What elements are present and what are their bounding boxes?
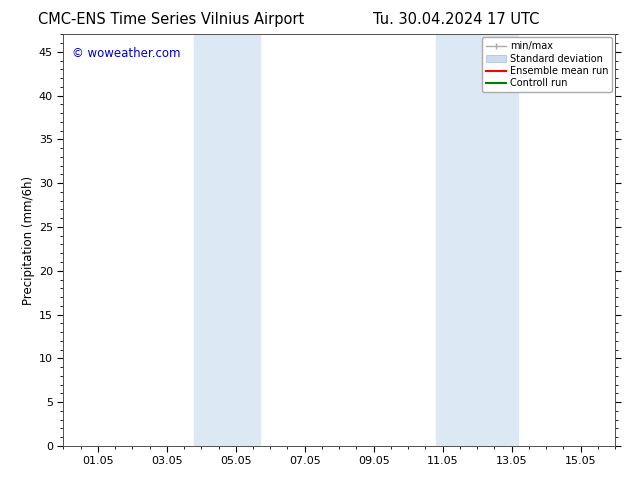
Text: CMC-ENS Time Series Vilnius Airport: CMC-ENS Time Series Vilnius Airport [38,12,304,27]
Text: © woweather.com: © woweather.com [72,47,180,60]
Legend: min/max, Standard deviation, Ensemble mean run, Controll run: min/max, Standard deviation, Ensemble me… [482,37,612,92]
Bar [195,34,260,446]
Y-axis label: Precipitation (mm/6h): Precipitation (mm/6h) [22,175,35,305]
Bar [436,34,519,446]
Text: Tu. 30.04.2024 17 UTC: Tu. 30.04.2024 17 UTC [373,12,540,27]
